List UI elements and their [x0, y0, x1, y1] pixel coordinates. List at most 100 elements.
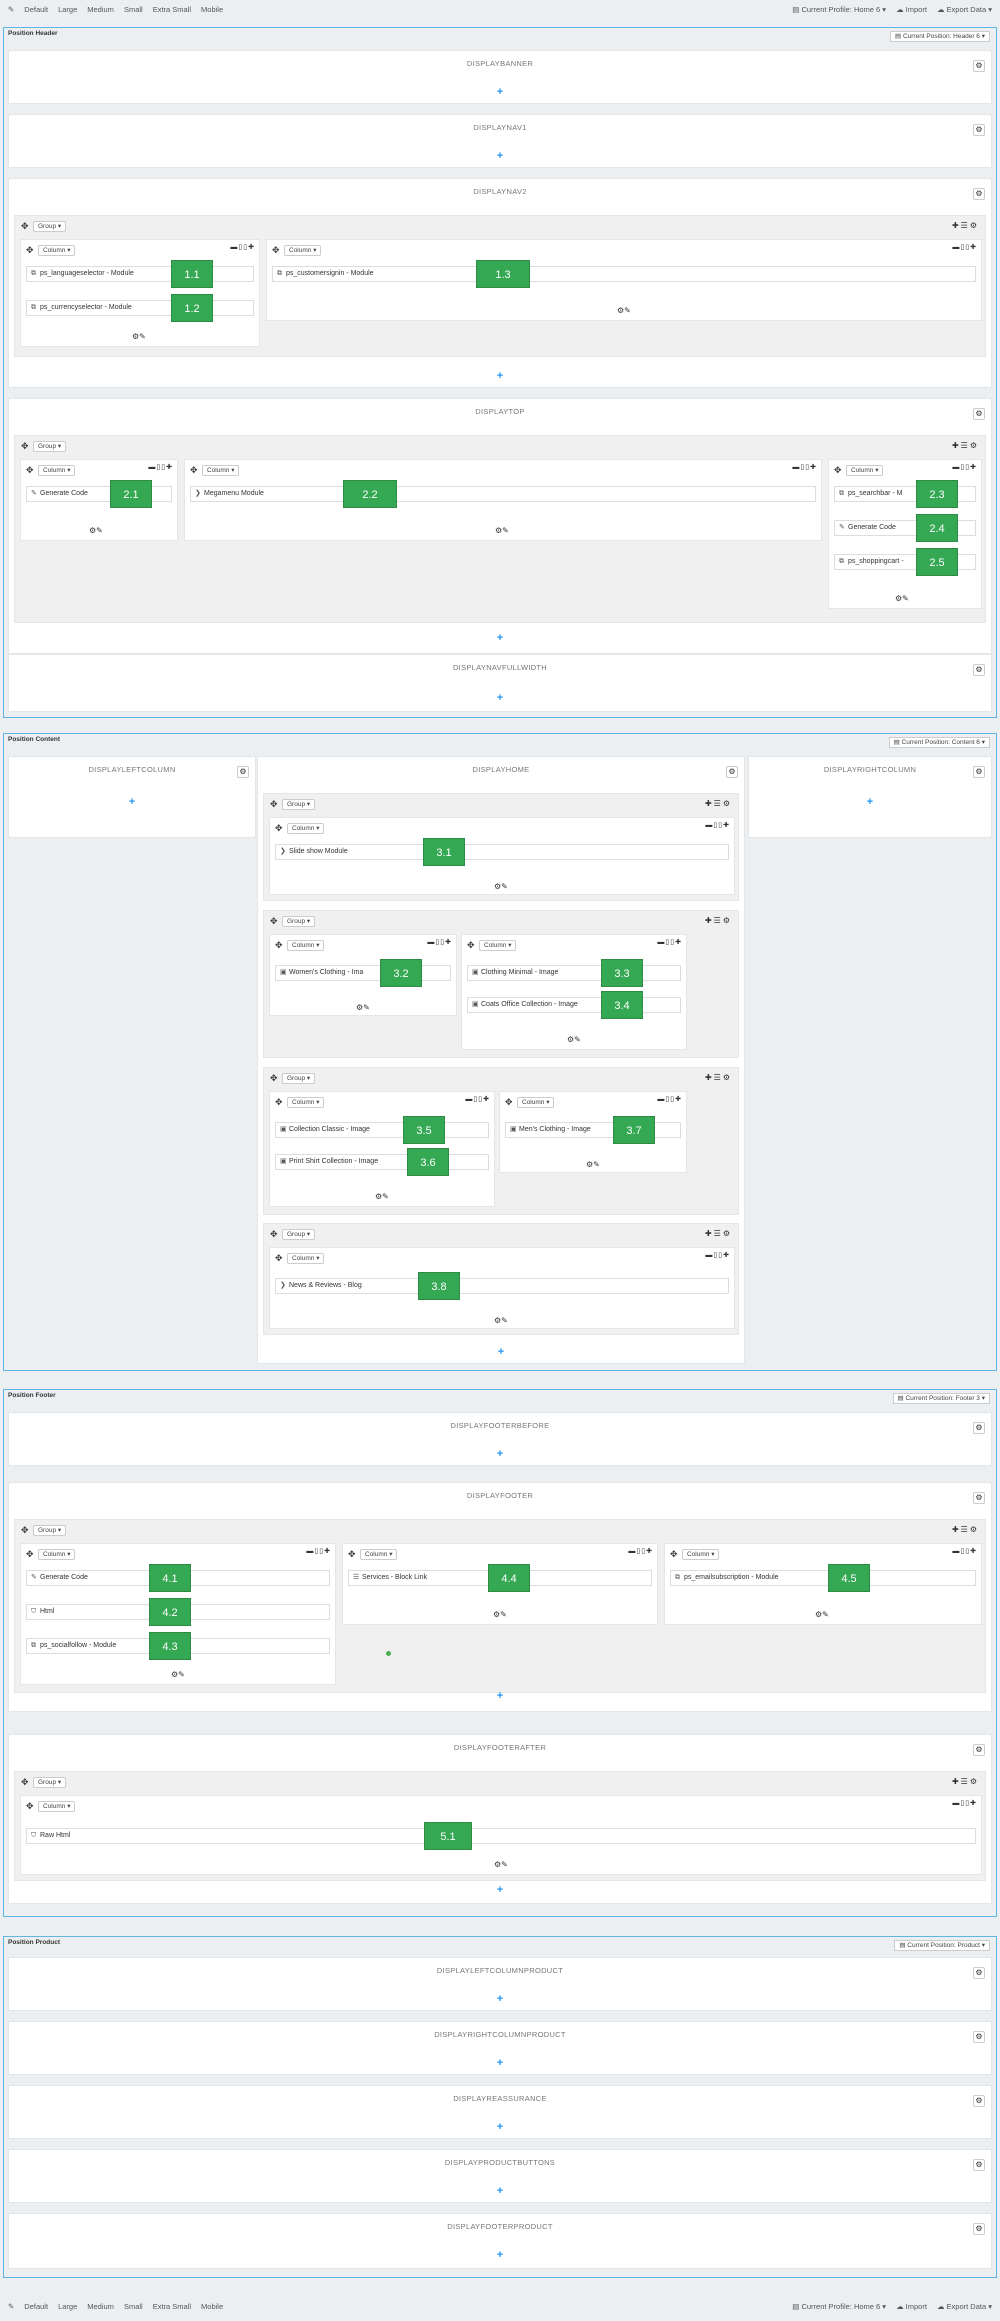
gear-icon[interactable]: ⚙ [973, 1492, 985, 1504]
add-group-plus-icon[interactable]: + [128, 796, 136, 808]
add-group-plus-icon[interactable]: + [496, 2057, 504, 2069]
module-womens-clothing[interactable]: ▣ Women's Clothing - Ima [275, 965, 451, 981]
move-icon[interactable]: ✥ [21, 1525, 29, 1535]
device-small[interactable]: Small [123, 4, 143, 14]
add-group-plus-icon[interactable]: + [496, 1448, 504, 1460]
column-dropdown[interactable]: Column ▾ [287, 940, 325, 951]
position-profile-dropdown[interactable]: ▤ Current Position: Footer 3 ▾ [892, 1393, 990, 1404]
column-dropdown[interactable]: Column ▾ [479, 940, 517, 951]
module-raw-html[interactable]: ⛉ Raw Html [26, 1828, 976, 1844]
column-settings-edit-icons[interactable]: ⚙✎ [495, 526, 509, 535]
move-icon[interactable]: ✥ [272, 245, 280, 255]
gear-icon[interactable]: ⚙ [973, 664, 985, 676]
current-profile-dropdown[interactable]: ▤ Current Profile: Home 6 ▾ [792, 4, 887, 14]
column-actions[interactable]: ▬▯▯✚ [952, 1548, 977, 1555]
move-icon[interactable]: ✥ [21, 441, 29, 451]
column-dropdown[interactable]: Column ▾ [38, 245, 76, 256]
group-dropdown[interactable]: Group ▾ [33, 441, 67, 452]
column-actions[interactable]: ▬▯▯✚ [952, 1800, 977, 1807]
device-medium[interactable]: Medium [87, 4, 114, 14]
gear-icon[interactable]: ⚙ [973, 1422, 985, 1434]
add-group-plus-icon[interactable]: + [496, 2121, 504, 2133]
move-icon[interactable]: ✥ [270, 1229, 278, 1239]
module-slide-show[interactable]: ❯ Slide show Module [275, 844, 729, 860]
group-dropdown[interactable]: Group ▾ [282, 799, 316, 810]
column-dropdown[interactable]: Column ▾ [360, 1549, 398, 1560]
column-dropdown[interactable]: Column ▾ [846, 465, 884, 476]
move-icon[interactable]: ✥ [21, 1777, 29, 1787]
gear-icon[interactable]: ⚙ [973, 60, 985, 72]
move-icon[interactable]: ✥ [26, 1549, 34, 1559]
column-actions[interactable]: ▬▯▯✚ [230, 244, 255, 251]
position-profile-dropdown[interactable]: ▤ Current Position: Product ▾ [894, 1940, 990, 1951]
column-actions[interactable]: ▬▯▯✚ [657, 939, 682, 946]
move-icon[interactable]: ✥ [275, 823, 283, 833]
column-dropdown[interactable]: Column ▾ [517, 1097, 555, 1108]
move-icon[interactable]: ✥ [348, 1549, 356, 1559]
column-actions[interactable]: ▬▯▯✚ [657, 1096, 682, 1103]
module-megamenu[interactable]: ❯ Megamenu Module [190, 486, 816, 502]
column-actions[interactable]: ▬▯▯✚ [952, 464, 977, 471]
add-group-plus-icon[interactable]: + [496, 632, 504, 644]
column-settings-edit-icons[interactable]: ⚙✎ [494, 1316, 508, 1325]
add-group-plus-icon[interactable]: + [866, 796, 874, 808]
column-actions[interactable]: ▬▯▯✚ [952, 244, 977, 251]
add-group-plus-icon[interactable]: + [496, 2185, 504, 2197]
gear-icon[interactable]: ⚙ [973, 2031, 985, 2043]
move-icon[interactable]: ✥ [270, 916, 278, 926]
module-coats-office-collection[interactable]: ▣ Coats Office Collection - Image [467, 997, 681, 1013]
export-data-dropdown[interactable]: ☁ Export Data ▾ [936, 4, 992, 14]
column-actions[interactable]: ▬▯▯✚ [705, 1252, 730, 1259]
column-settings-edit-icons[interactable]: ⚙✎ [567, 1035, 581, 1044]
group-dropdown[interactable]: Group ▾ [282, 1073, 316, 1084]
add-group-plus-icon[interactable]: + [496, 1993, 504, 2005]
column-settings-edit-icons[interactable]: ⚙✎ [494, 882, 508, 891]
device-default[interactable]: Default [24, 2301, 49, 2311]
import-button[interactable]: ☁ Import [896, 4, 927, 14]
column-dropdown[interactable]: Column ▾ [202, 465, 240, 476]
device-default[interactable]: Default [24, 4, 49, 14]
column-dropdown[interactable]: Column ▾ [287, 1253, 325, 1264]
move-icon[interactable]: ✥ [190, 465, 198, 475]
gear-icon[interactable]: ⚙ [973, 124, 985, 136]
column-actions[interactable]: ▬▯▯✚ [628, 1548, 653, 1555]
module-ps-languageselector[interactable]: ⧉ ps_languageselector - Module [26, 266, 254, 282]
move-icon[interactable]: ✥ [26, 465, 34, 475]
move-icon[interactable]: ✥ [670, 1549, 678, 1559]
add-group-plus-icon[interactable]: + [496, 86, 504, 98]
add-group-plus-icon[interactable]: + [496, 692, 504, 704]
device-mobile[interactable]: Mobile [201, 4, 224, 14]
group-actions[interactable]: ✚☰⚙ [704, 1073, 732, 1082]
current-profile-dropdown[interactable]: ▤ Current Profile: Home 6 ▾ [792, 2301, 887, 2311]
column-settings-edit-icons[interactable]: ⚙✎ [171, 1670, 185, 1679]
column-settings-edit-icons[interactable]: ⚙✎ [132, 332, 146, 341]
group-dropdown[interactable]: Group ▾ [282, 1229, 316, 1240]
column-settings-edit-icons[interactable]: ⚙✎ [494, 1860, 508, 1869]
column-actions[interactable]: ▬▯▯✚ [465, 1096, 490, 1103]
column-actions[interactable]: ▬▯▯✚ [427, 939, 452, 946]
add-group-plus-icon[interactable]: + [496, 2249, 504, 2261]
column-actions[interactable]: ▬▯▯✚ [306, 1548, 331, 1555]
gear-icon[interactable]: ⚙ [973, 766, 985, 778]
add-group-plus-icon[interactable]: + [497, 1346, 505, 1358]
gear-icon[interactable]: ⚙ [973, 1967, 985, 1979]
group-dropdown[interactable]: Group ▾ [282, 916, 316, 927]
group-actions[interactable]: ✚☰⚙ [951, 441, 979, 450]
add-group-plus-icon[interactable]: + [496, 1884, 504, 1896]
module-print-shirt-collection[interactable]: ▣ Print Shirt Collection - Image [275, 1154, 489, 1170]
column-dropdown[interactable]: Column ▾ [287, 1097, 325, 1108]
move-icon[interactable]: ✥ [275, 1253, 283, 1263]
column-settings-edit-icons[interactable]: ⚙✎ [815, 1610, 829, 1619]
import-button[interactable]: ☁ Import [896, 2301, 927, 2311]
column-dropdown[interactable]: Column ▾ [38, 1801, 76, 1812]
add-group-plus-icon[interactable]: + [496, 150, 504, 162]
move-icon[interactable]: ✥ [21, 221, 29, 231]
module-ps-currencyselector[interactable]: ⧉ ps_currencyselector - Module [26, 300, 254, 316]
column-dropdown[interactable]: Column ▾ [682, 1549, 720, 1560]
device-mobile[interactable]: Mobile [201, 2301, 224, 2311]
column-settings-edit-icons[interactable]: ⚙✎ [617, 306, 631, 315]
move-icon[interactable]: ✥ [270, 1073, 278, 1083]
column-settings-edit-icons[interactable]: ⚙✎ [493, 1610, 507, 1619]
device-medium[interactable]: Medium [87, 2301, 114, 2311]
add-group-plus-icon[interactable]: + [496, 1690, 504, 1702]
